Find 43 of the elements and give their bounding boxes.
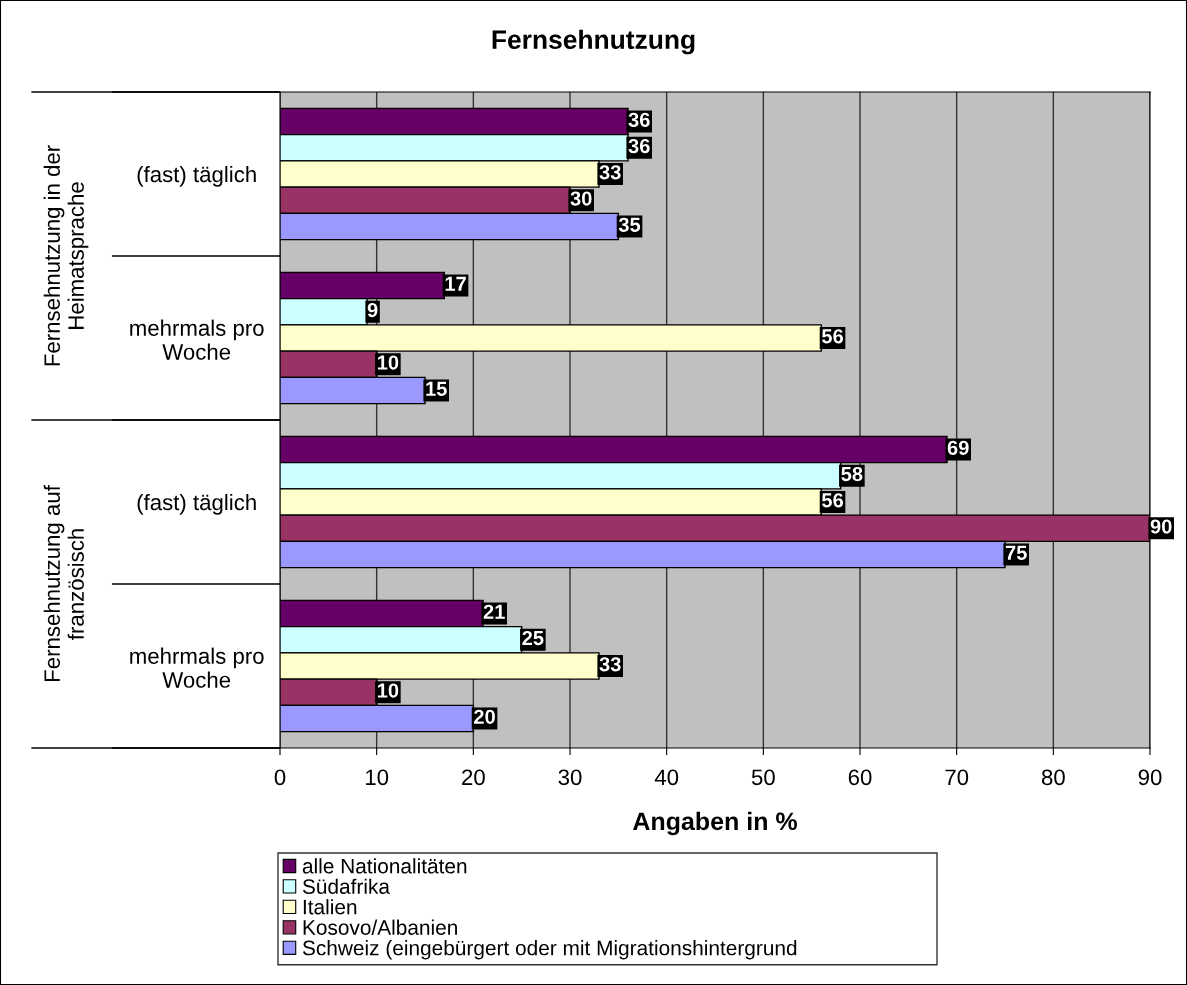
y-tick-label: (fast) täglich <box>137 165 256 187</box>
data-label: 75 <box>1005 545 1027 560</box>
data-label: 21 <box>483 604 505 619</box>
data-label: 10 <box>377 355 399 370</box>
text: Fernsehnutzung in der Heimatsprache <box>43 145 89 366</box>
x-tick-label: 50 <box>751 769 775 786</box>
x-tick-label: 60 <box>848 769 872 786</box>
data-label: 56 <box>821 329 844 344</box>
legend-label: Italien <box>303 899 357 915</box>
x-tick-label: 10 <box>366 769 389 786</box>
data-label: 33 <box>599 165 621 180</box>
data-label: 58 <box>841 466 863 482</box>
data-label: 56 <box>821 493 844 508</box>
data-label: 36 <box>628 112 650 127</box>
data-label: 69 <box>947 440 969 455</box>
x-tick-label: 20 <box>462 769 485 786</box>
legend-label: Kosovo/Albanien <box>303 919 457 935</box>
x-tick-label: 40 <box>654 769 679 786</box>
x-tick-label: 80 <box>1041 769 1065 786</box>
text: Fernsehnutzung auf französisch <box>43 485 84 681</box>
data-label: 35 <box>618 217 641 232</box>
data-label: 9 <box>367 302 378 318</box>
y-tick-label: mehrmals pro Woche <box>130 647 264 688</box>
data-label: 25 <box>522 630 544 646</box>
data-label: 36 <box>628 138 650 154</box>
legend-label: Schweiz (eingebürgert oder mit Migrationshintergrund <box>302 940 797 960</box>
x-tick-label: 30 <box>558 769 582 786</box>
data-label: 15 <box>426 381 447 396</box>
data-label: 10 <box>377 683 399 698</box>
x-tick-label: 70 <box>945 769 969 786</box>
x-tick-label: 0 <box>274 769 286 786</box>
legend-label: alle Nationalitäten <box>302 858 467 874</box>
data-label: 90 <box>1150 519 1172 534</box>
x-axis-title: Angaben in % <box>632 811 797 836</box>
x-tick-label: 90 <box>1138 769 1162 786</box>
data-label: 20 <box>474 709 495 724</box>
data-label: 30 <box>570 191 592 206</box>
y-tick-label: mehrmals pro Woche <box>130 319 264 360</box>
data-label: 33 <box>599 657 621 672</box>
legend-label: Südafrika <box>302 878 390 894</box>
data-label: 17 <box>445 276 466 291</box>
chart-title: Fernsehnutzung <box>492 29 695 55</box>
y-tick-label: (fast) täglich <box>137 493 256 515</box>
